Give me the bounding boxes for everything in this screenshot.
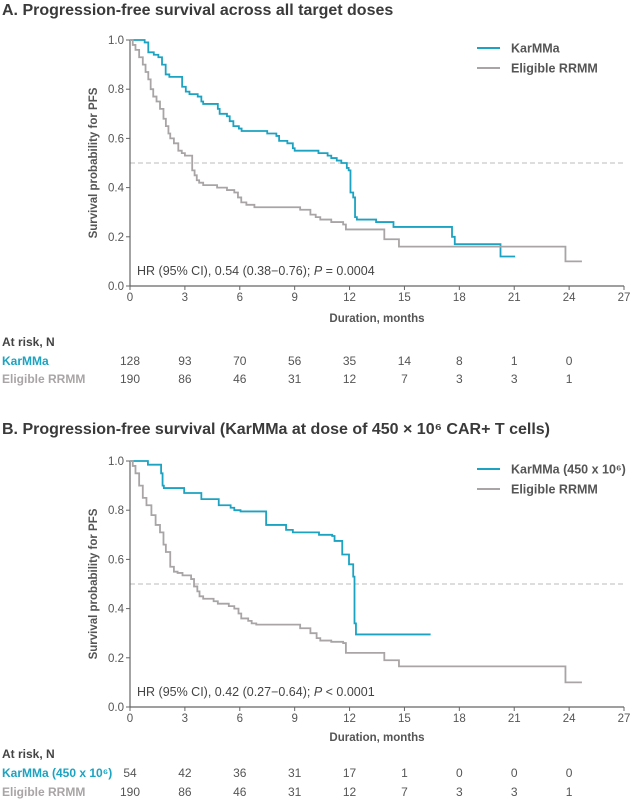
x-tick-label: 18 [453,292,466,304]
x-tick-label: 21 [508,713,521,725]
km-curve-karmma [130,39,516,258]
p-value: < 0.0001 [322,685,375,699]
at-risk-value: 1 [511,354,518,368]
x-tick-label: 6 [237,292,243,304]
at-risk-value: 1 [566,785,573,799]
at-risk-value: 0 [456,766,463,780]
at-risk-value: 1 [566,372,573,386]
y-tick-label: 0.4 [108,604,125,616]
x-tick-label: 21 [508,292,521,304]
x-tick-label: 24 [563,713,576,725]
p-value: = 0.0004 [322,264,375,278]
at-risk-value: 0 [511,766,518,780]
x-tick-label: 0 [127,713,133,725]
legend-label: Eligible RRMM [511,62,598,76]
at-risk-value: 12 [343,785,357,799]
at-risk-value: 86 [178,372,192,386]
at-risk-value: 86 [178,785,192,799]
hazard-ratio-annotation: HR (95% CI), 0.42 (0.27−0.64); P < 0.000… [137,685,375,699]
panel-a: A. Progression-free survival across all … [2,2,630,386]
legend-label: KarMMa [511,42,561,56]
y-axis-label: Survival probability for PFS [88,508,100,659]
at-risk-value: 54 [123,766,137,780]
at-risk-value: 42 [178,766,192,780]
at-risk-value: 31 [288,766,302,780]
at-risk-value: 0 [566,354,573,368]
at-risk-value: 3 [511,785,518,799]
legend-label: Eligible RRMM [511,483,598,497]
at-risk-value: 17 [343,766,357,780]
at-risk-value: 35 [343,354,357,368]
x-axis-label: Duration, months [329,732,424,744]
km-curve-karmma [130,460,431,636]
y-tick-label: 0.0 [108,702,124,714]
at-risk-value: 70 [233,354,247,368]
at-risk-value: 46 [233,785,247,799]
hr-text: HR (95% CI), 0.54 (0.38−0.76); [137,264,314,278]
at-risk-value: 8 [456,354,463,368]
chart-title: A. Progression-free survival across all … [2,2,393,19]
at-risk-value: 3 [456,372,463,386]
at-risk-value: 12 [343,372,357,386]
at-risk-value: 3 [456,785,463,799]
y-tick-label: 0.8 [108,84,124,96]
at-risk-value: 0 [566,766,573,780]
at-risk-value: 36 [233,766,247,780]
at-risk-value: 46 [233,372,247,386]
x-tick-label: 12 [343,713,356,725]
at-risk-value: 14 [398,354,412,368]
at-risk-value: 31 [288,785,302,799]
at-risk-value: 7 [401,785,408,799]
at-risk-value: 7 [401,372,408,386]
x-tick-label: 27 [618,292,631,304]
hr-text: HR (95% CI), 0.42 (0.27−0.64); [137,685,314,699]
at-risk-value: 128 [120,354,140,368]
at-risk-value: 190 [120,785,140,799]
km-curve-eligible-rrmm [130,39,582,263]
p-symbol: P [314,264,323,278]
at-risk-value: 31 [288,372,302,386]
km-curve-eligible-rrmm [130,460,582,684]
panel-b: B. Progression-free survival (KarMMa at … [2,421,630,799]
x-tick-label: 3 [182,713,188,725]
x-tick-label: 9 [291,292,297,304]
chart-title: B. Progression-free survival (KarMMa at … [2,421,550,438]
x-tick-label: 12 [343,292,356,304]
at-risk-value: 190 [120,372,140,386]
x-tick-label: 0 [127,292,133,304]
x-tick-label: 3 [182,292,188,304]
at-risk-value: 93 [178,354,192,368]
x-tick-label: 15 [398,713,411,725]
y-tick-label: 0.8 [108,505,124,517]
at-risk-value: 3 [511,372,518,386]
y-tick-label: 0.4 [108,183,125,195]
hazard-ratio-annotation: HR (95% CI), 0.54 (0.38−0.76); P = 0.000… [137,264,375,278]
at-risk-row-label: Eligible RRMM [2,785,85,799]
at-risk-value: 56 [288,354,302,368]
x-tick-label: 18 [453,713,466,725]
x-tick-label: 6 [237,713,243,725]
y-tick-label: 0.0 [108,281,124,293]
y-tick-label: 0.6 [108,133,124,145]
at-risk-row-label: KarMMa (450 x 10⁶) [2,766,112,780]
x-tick-label: 27 [618,713,631,725]
p-symbol: P [314,685,323,699]
at-risk-header: At risk, N [2,335,55,349]
at-risk-row-label: Eligible RRMM [2,372,85,386]
y-axis-label: Survival probability for PFS [88,87,100,238]
at-risk-header: At risk, N [2,747,55,761]
y-tick-label: 1.0 [108,456,124,468]
y-tick-label: 1.0 [108,35,124,47]
x-tick-label: 15 [398,292,411,304]
at-risk-value: 1 [401,766,408,780]
x-tick-label: 24 [563,292,576,304]
y-tick-label: 0.6 [108,554,124,566]
x-tick-label: 9 [291,713,297,725]
legend-label: KarMMa (450 x 10⁶) [511,463,626,477]
x-axis-label: Duration, months [329,313,424,325]
y-tick-label: 0.2 [108,232,124,244]
at-risk-row-label: KarMMa [2,354,49,368]
y-tick-label: 0.2 [108,653,124,665]
